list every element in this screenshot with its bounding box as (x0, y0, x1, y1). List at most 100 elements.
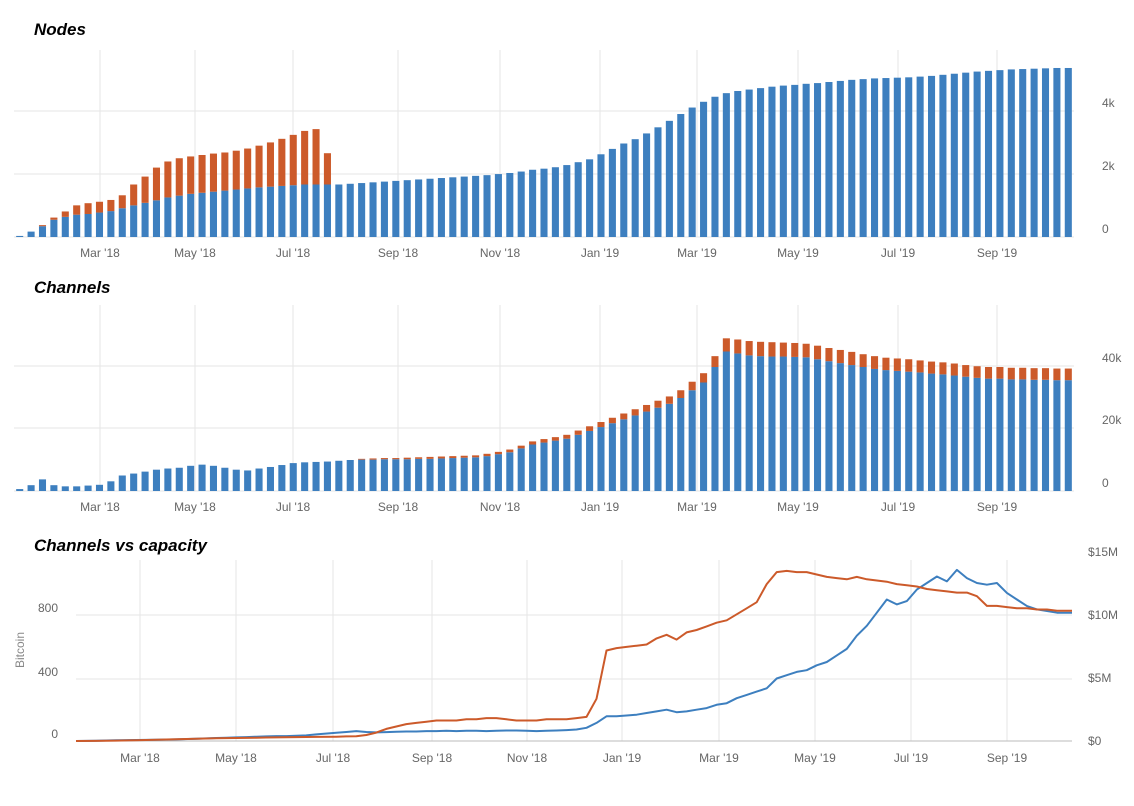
bar-blue (700, 382, 708, 491)
bar-orange (665, 396, 673, 404)
y-tick-label: 0 (1102, 222, 1109, 236)
y-left-tick-label: 800 (38, 601, 58, 615)
bar-blue (608, 423, 616, 491)
x-tick-label: Jan '19 (581, 500, 620, 514)
bar-blue (973, 377, 981, 491)
bar-blue (916, 372, 924, 491)
bar-blue (836, 363, 844, 491)
bar-blue (460, 176, 468, 237)
bar-blue (677, 114, 685, 237)
x-tick-label: Jul '18 (276, 246, 311, 260)
bar-blue (209, 191, 217, 237)
bar-blue (73, 214, 81, 237)
bar-orange (836, 349, 844, 364)
bar-orange (962, 365, 970, 377)
bar-orange (266, 142, 274, 187)
x-tick-label: Jan '19 (581, 246, 620, 260)
bar-blue (255, 468, 263, 491)
x-tick-label: Sep '18 (378, 500, 419, 514)
bar-blue (312, 184, 320, 237)
bar-orange (506, 449, 514, 453)
bar-orange (472, 455, 480, 458)
bar-blue (494, 454, 502, 491)
bar-blue (198, 192, 206, 237)
bar-orange (1019, 367, 1027, 380)
bar-blue (61, 486, 69, 491)
x-tick-label: May '19 (777, 500, 819, 514)
bar-blue (905, 371, 913, 491)
bar-blue (950, 375, 958, 491)
bar-orange (893, 358, 901, 371)
bar-blue (358, 183, 366, 237)
bar-blue (779, 85, 787, 237)
bar-blue (415, 458, 423, 491)
x-tick-label: May '19 (794, 751, 836, 765)
bar-blue (1019, 69, 1027, 237)
bar-orange (529, 441, 537, 445)
bar-orange (950, 363, 958, 376)
bar-orange (301, 130, 309, 185)
bar-orange (209, 153, 217, 192)
bar-orange (757, 341, 765, 357)
bar-orange (494, 451, 502, 455)
bar-orange (722, 338, 730, 352)
bar-blue (757, 356, 765, 491)
bar-blue (506, 172, 514, 237)
x-tick-label: Jul '19 (881, 246, 916, 260)
bar-orange (814, 345, 822, 360)
bar-blue (16, 489, 24, 491)
bar-blue (301, 184, 309, 237)
bar-orange (483, 453, 491, 457)
bar-blue (38, 226, 47, 237)
bar-blue (73, 486, 81, 491)
bar-blue (563, 438, 571, 491)
nodes-title: Nodes (34, 20, 86, 39)
bar-orange (688, 381, 696, 391)
bar-orange (415, 457, 423, 459)
bar-orange (540, 439, 548, 443)
bar-blue (665, 120, 673, 237)
bar-blue (289, 463, 297, 491)
bar-orange (232, 150, 240, 190)
bar-blue (460, 457, 468, 491)
bar-orange (221, 152, 229, 191)
bar-blue (152, 469, 161, 491)
usd-capacity-line (75, 569, 1072, 742)
bar-blue (722, 93, 730, 238)
bar-orange (84, 203, 92, 214)
bar-blue (517, 171, 525, 237)
bar-blue (164, 197, 172, 237)
x-tick-label: Sep '19 (987, 751, 1028, 765)
x-tick-label: Jul '18 (276, 500, 311, 514)
bar-orange (198, 155, 206, 193)
y-tick-label: 20k (1102, 413, 1122, 427)
bar-orange (38, 225, 47, 227)
bar-blue (540, 442, 548, 491)
bar-blue (802, 357, 810, 491)
bar-blue (437, 458, 445, 491)
bar-blue (984, 378, 993, 491)
bar-blue (939, 74, 947, 237)
bar-blue (916, 76, 924, 237)
bar-orange (551, 437, 559, 441)
bar-blue (483, 175, 491, 237)
bar-blue (141, 471, 149, 491)
x-tick-label: Nov '18 (480, 246, 521, 260)
bar-blue (962, 72, 970, 238)
bar-blue (392, 180, 400, 237)
x-tick-label: Jul '18 (316, 751, 351, 765)
bar-blue (529, 444, 537, 491)
bar-blue (107, 481, 115, 491)
x-tick-label: Mar '19 (699, 751, 739, 765)
bar-blue (1019, 379, 1027, 491)
bar-blue (95, 484, 104, 491)
bar-blue (506, 452, 514, 491)
bar-blue (358, 459, 366, 491)
bar-blue (814, 359, 822, 491)
channels-title: Channels (34, 278, 111, 297)
bar-blue (312, 461, 320, 491)
bar-blue (380, 459, 388, 491)
bar-blue (848, 79, 856, 237)
bar-blue (643, 411, 651, 491)
bar-orange (984, 367, 993, 379)
